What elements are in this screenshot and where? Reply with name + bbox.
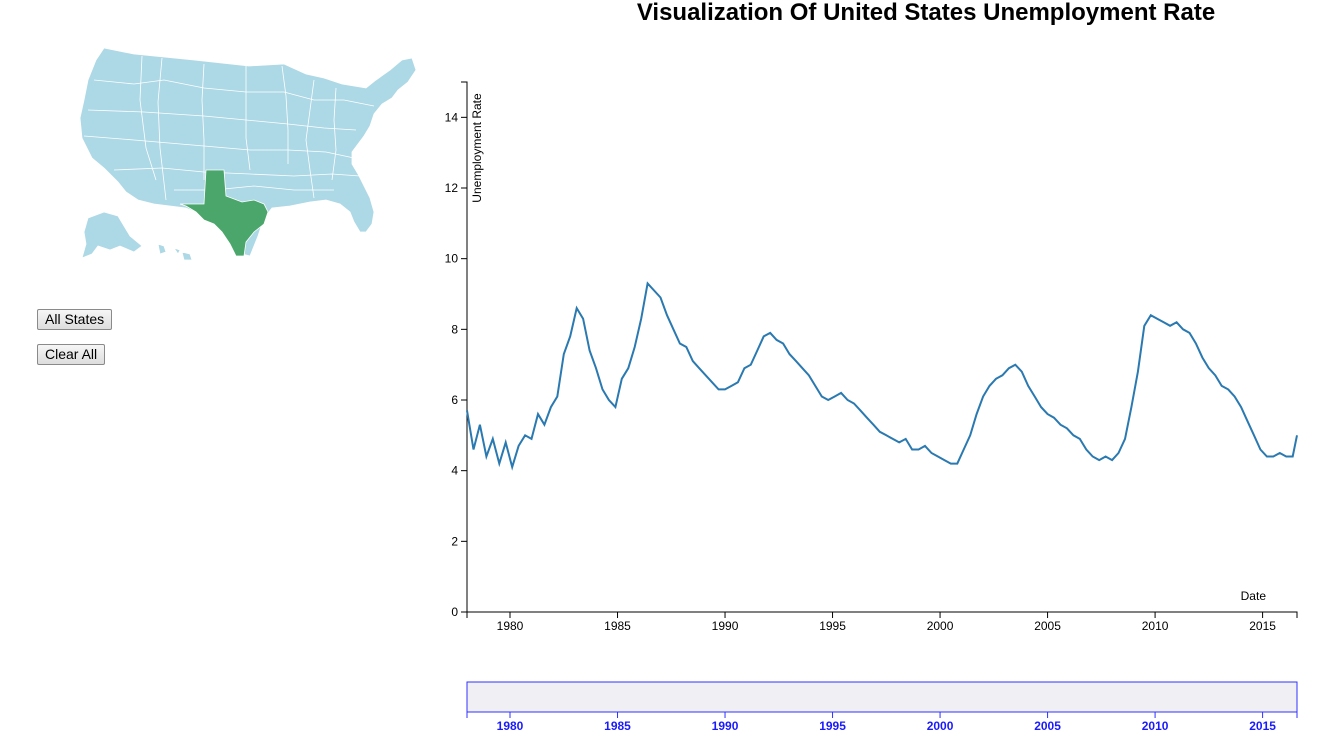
us-map[interactable]	[74, 40, 424, 265]
x-tick-label: 1980	[497, 619, 524, 633]
state-alaska[interactable]	[81, 211, 143, 259]
state-texas[interactable]	[179, 169, 269, 257]
y-tick-label: 12	[445, 181, 459, 195]
us-map-svg[interactable]	[74, 40, 424, 265]
page-title: Visualization Of United States Unemploym…	[636, 0, 1216, 26]
brush-tick-label: 1990	[712, 719, 739, 733]
brush-tick-label: 1995	[819, 719, 846, 733]
y-tick-label: 2	[451, 534, 458, 548]
y-tick-label: 10	[445, 252, 459, 266]
state-hawaii[interactable]	[157, 243, 193, 261]
y-tick-label: 6	[451, 393, 458, 407]
x-tick-label: 2000	[927, 619, 954, 633]
x-tick-label: 1985	[604, 619, 631, 633]
all-states-button[interactable]: All States	[37, 309, 113, 330]
x-tick-label: 2015	[1249, 619, 1276, 633]
unemployment-line	[466, 281, 1298, 471]
x-axis-domain	[466, 611, 1298, 618]
y-axis-label: Unemployment Rate	[470, 93, 484, 203]
x-tick-label: 1995	[819, 619, 846, 633]
x-axis-label: Date	[1241, 589, 1267, 603]
y-axis-domain	[461, 81, 468, 613]
x-tick-label: 2005	[1034, 619, 1061, 633]
x-tick-label: 2010	[1142, 619, 1169, 633]
y-tick-label: 0	[451, 605, 458, 619]
brush-tick-label: 1985	[604, 719, 631, 733]
brush-tick-label: 2015	[1249, 719, 1276, 733]
y-tick-label: 14	[445, 110, 459, 124]
x-tick-label: 1990	[712, 619, 739, 633]
brush-tick-label: 1980	[497, 719, 524, 733]
map-states[interactable]	[79, 47, 417, 261]
y-axis: 0 2 4 6 8 10 12 14	[445, 81, 468, 619]
y-tick-label: 8	[451, 322, 458, 336]
clear-all-button[interactable]: Clear All	[37, 344, 106, 365]
brush-tick-label: 2000	[927, 719, 954, 733]
brush-area[interactable]	[466, 681, 1298, 713]
x-axis: 1980 1985 1990 1995 2000 2005 2010 2015	[466, 611, 1298, 633]
brush-tick-label: 2010	[1142, 719, 1169, 733]
y-tick-label: 4	[451, 464, 458, 478]
brush-axis-domain	[466, 711, 1298, 718]
brush-x-axis: 1980 1985 1990 1995 2000 2005 2010 2015	[466, 711, 1298, 733]
brush-tick-label: 2005	[1034, 719, 1061, 733]
